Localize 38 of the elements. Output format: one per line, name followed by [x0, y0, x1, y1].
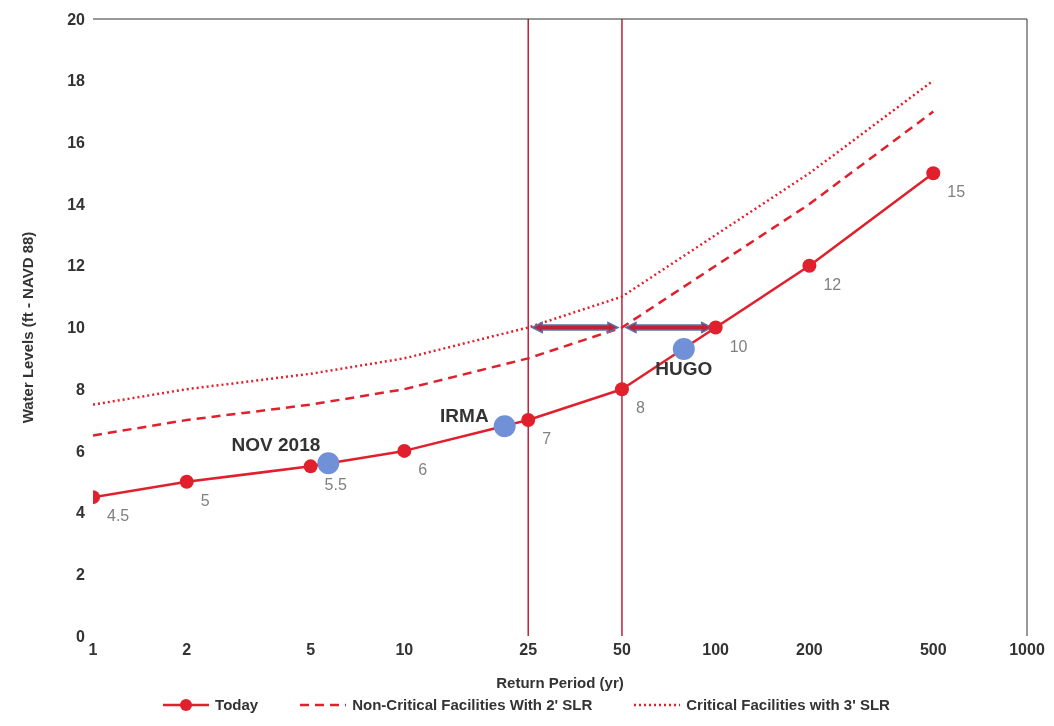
annotation: HUGO	[655, 358, 713, 380]
legend-label: Non-Critical Facilities With 2' SLR	[352, 696, 593, 713]
y-axis-title: Water Levels (ft - NAVD 88)	[19, 231, 37, 424]
x-tick-label: 5	[306, 641, 316, 659]
y-tick-label: 4	[76, 504, 86, 522]
x-tick-label: 10	[395, 641, 414, 659]
x-tick-label: 1	[88, 641, 98, 659]
data-label: 8	[635, 399, 645, 417]
y-tick-label: 2	[76, 565, 86, 583]
x-tick-label: 1000	[1009, 641, 1045, 659]
data-label: 5	[200, 491, 210, 509]
y-tick-label: 16	[67, 134, 86, 152]
data-label: 12	[823, 275, 842, 293]
y-tick-label: 0	[76, 627, 86, 645]
y-tick-label: 20	[67, 10, 86, 28]
data-label: 5.5	[324, 476, 347, 494]
x-tick-label: 200	[796, 641, 823, 659]
data-label: 15	[947, 183, 966, 201]
x-tick-label: 100	[702, 641, 730, 659]
legend-label: Critical Facilities with 3' SLR	[686, 696, 890, 713]
y-tick-label: 6	[76, 442, 86, 460]
x-tick-label: 25	[519, 641, 538, 659]
data-label: 6	[418, 460, 428, 478]
y-tick-label: 18	[67, 72, 86, 90]
y-tick-label: 10	[67, 319, 86, 337]
legend-label: Today	[215, 696, 259, 713]
y-tick-label: 8	[76, 380, 86, 398]
x-axis-title: Return Period (yr)	[496, 674, 624, 691]
annotation: IRMA	[440, 405, 489, 427]
x-tick-label: 2	[182, 641, 192, 659]
data-label: 10	[729, 337, 748, 355]
x-tick-label: 50	[613, 641, 631, 659]
annotation: NOV 2018	[231, 434, 321, 456]
y-tick-label: 14	[67, 195, 86, 213]
data-label: 4.5	[107, 507, 130, 525]
x-tick-label: 500	[919, 641, 947, 659]
data-label: 7	[542, 430, 552, 448]
y-tick-label: 12	[67, 257, 86, 275]
